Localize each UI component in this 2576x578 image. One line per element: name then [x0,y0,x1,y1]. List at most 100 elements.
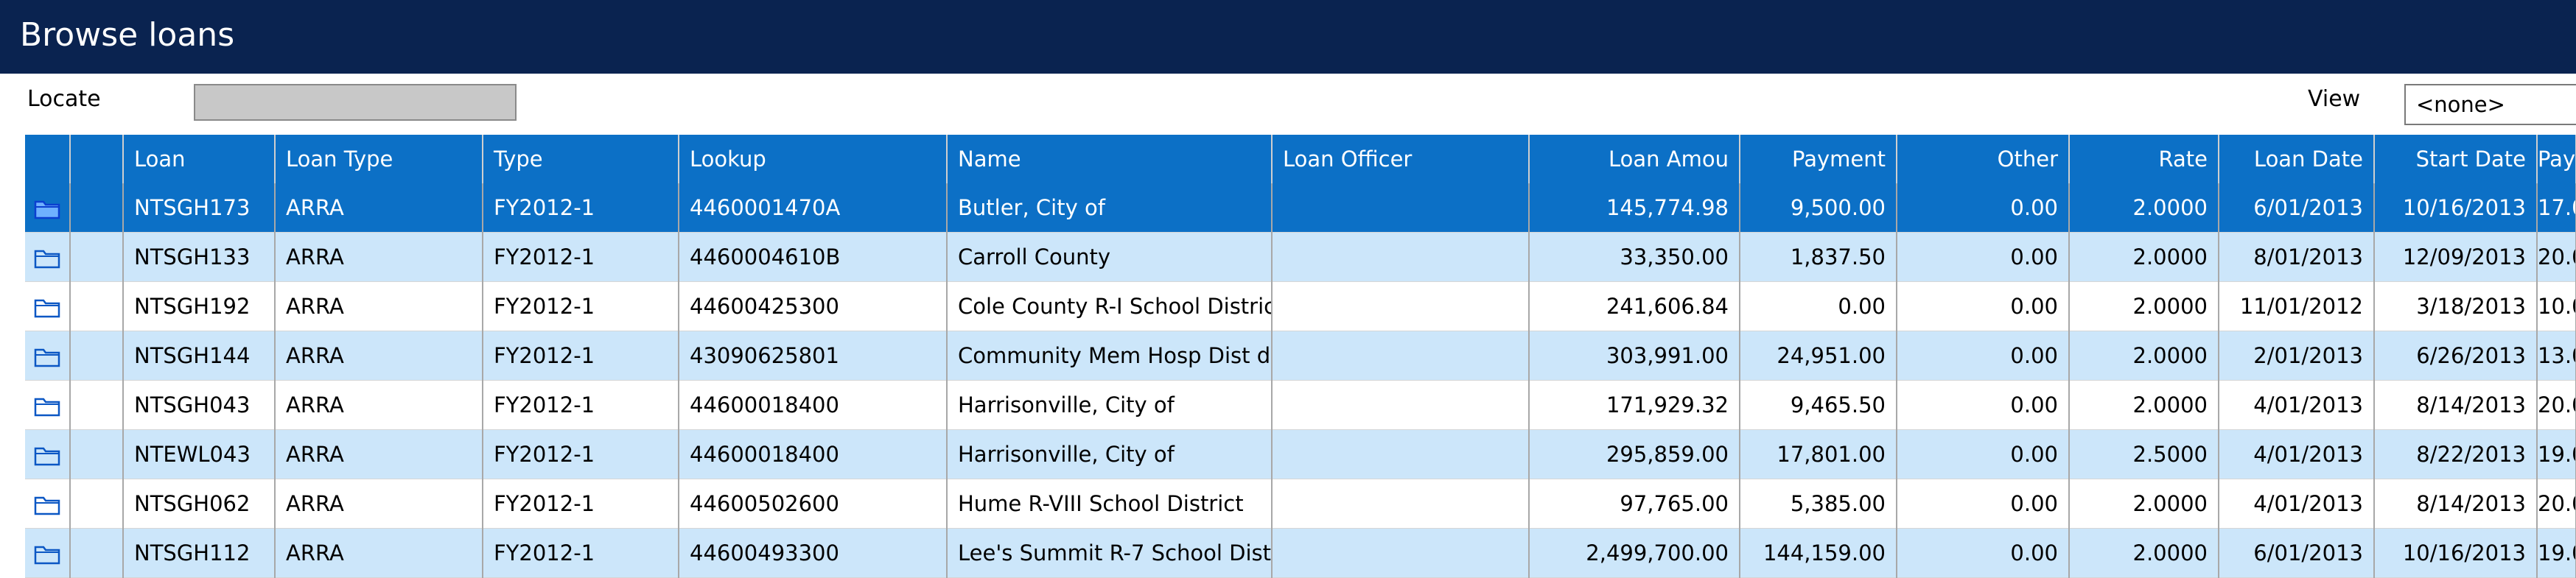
column-header-loan-date[interactable]: Loan Date [2219,135,2375,183]
table-row[interactable]: NTSGH144 ARRA FY2012-1 43090625801 Community… [25,331,2576,381]
payments-cell[interactable]: 20.00 [2537,479,2576,529]
loan-officer-cell[interactable] [1272,429,1530,479]
loan-officer-cell[interactable] [1272,528,1530,578]
loan-type-cell[interactable]: ARRA [275,281,483,331]
loan-date-cell[interactable]: 11/01/2012 [2219,281,2375,331]
table-row[interactable]: NTSGH043 ARRA FY2012-1 44600018400 Harrisonv… [25,380,2576,430]
column-header-payments[interactable]: Paymen [2537,135,2576,183]
payment-cell[interactable]: 9,500.00 [1740,183,1897,233]
type-cell[interactable]: FY2012-1 [483,331,679,381]
payments-cell[interactable]: 10.00 [2537,281,2576,331]
loan-cell[interactable]: NTSGH133 [123,232,276,282]
folder-icon[interactable] [34,544,60,565]
other-cell[interactable]: 0.00 [1897,281,2070,331]
payment-cell[interactable]: 0.00 [1740,281,1897,331]
loan-type-cell[interactable]: ARRA [275,429,483,479]
type-cell[interactable]: FY2012-1 [483,429,679,479]
other-cell[interactable]: 0.00 [1897,479,2070,529]
lookup-cell[interactable]: 4460001470A [679,183,948,233]
row-icon-cell[interactable] [25,380,71,430]
loan-type-cell[interactable]: ARRA [275,479,483,529]
column-header-name[interactable]: Name [947,135,1273,183]
lookup-cell[interactable]: 44600425300 [679,281,948,331]
start-date-cell[interactable]: 12/09/2013 [2374,232,2538,282]
row-selector-cell[interactable] [70,331,124,381]
loan-type-cell[interactable]: ARRA [275,528,483,578]
column-header-blank[interactable] [70,135,124,183]
loan-date-cell[interactable]: 6/01/2013 [2219,183,2375,233]
lookup-cell[interactable]: 44600493300 [679,528,948,578]
start-date-cell[interactable]: 10/16/2013 [2374,183,2538,233]
row-icon-cell[interactable] [25,479,71,529]
other-cell[interactable]: 0.00 [1897,528,2070,578]
loan-cell[interactable]: NTSGH192 [123,281,276,331]
name-cell[interactable]: Butler, City of [947,183,1273,233]
folder-icon[interactable] [34,495,60,515]
name-cell[interactable]: Harrisonville, City of [947,429,1273,479]
payments-cell[interactable]: 19.00 [2537,528,2576,578]
loan-amount-cell[interactable]: 171,929.32 [1529,380,1740,430]
start-date-cell[interactable]: 8/22/2013 [2374,429,2538,479]
loan-amount-cell[interactable]: 33,350.00 [1529,232,1740,282]
name-cell[interactable]: Lee's Summit R-7 School Distr [947,528,1273,578]
loan-date-cell[interactable]: 4/01/2013 [2219,380,2375,430]
folder-icon[interactable] [34,396,60,417]
column-header-other[interactable]: Other [1897,135,2070,183]
row-selector-cell[interactable] [70,380,124,430]
rate-cell[interactable]: 2.0000 [2069,281,2219,331]
loan-cell[interactable]: NTSGH062 [123,479,276,529]
other-cell[interactable]: 0.00 [1897,429,2070,479]
loan-cell[interactable]: NTSGH144 [123,331,276,381]
lookup-cell[interactable]: 44600018400 [679,429,948,479]
payment-cell[interactable]: 144,159.00 [1740,528,1897,578]
loan-date-cell[interactable]: 4/01/2013 [2219,479,2375,529]
loan-type-cell[interactable]: ARRA [275,183,483,233]
row-selector-cell[interactable] [70,429,124,479]
payments-cell[interactable]: 19.00 [2537,429,2576,479]
name-cell[interactable]: Hume R-VIII School District [947,479,1273,529]
payment-cell[interactable]: 9,465.50 [1740,380,1897,430]
rate-cell[interactable]: 2.0000 [2069,183,2219,233]
payments-cell[interactable]: 20.00 [2537,232,2576,282]
rate-cell[interactable]: 2.0000 [2069,232,2219,282]
loan-amount-cell[interactable]: 241,606.84 [1529,281,1740,331]
payments-cell[interactable]: 13.00 [2537,331,2576,381]
type-cell[interactable]: FY2012-1 [483,281,679,331]
other-cell[interactable]: 0.00 [1897,183,2070,233]
type-cell[interactable]: FY2012-1 [483,380,679,430]
type-cell[interactable]: FY2012-1 [483,183,679,233]
lookup-cell[interactable]: 44600502600 [679,479,948,529]
column-header-type[interactable]: Type [483,135,679,183]
column-header-rate[interactable]: Rate [2069,135,2219,183]
row-icon-cell[interactable] [25,183,71,233]
other-cell[interactable]: 0.00 [1897,380,2070,430]
loan-type-cell[interactable]: ARRA [275,232,483,282]
name-cell[interactable]: Cole County R-I School Distric [947,281,1273,331]
loan-officer-cell[interactable] [1272,183,1530,233]
row-icon-cell[interactable] [25,281,71,331]
start-date-cell[interactable]: 6/26/2013 [2374,331,2538,381]
row-selector-cell[interactable] [70,281,124,331]
table-row[interactable]: NTSGH133 ARRA FY2012-1 4460004610B Carroll C… [25,232,2576,282]
rate-cell[interactable]: 2.0000 [2069,331,2219,381]
column-header-start-date[interactable]: Start Date [2374,135,2538,183]
locate-input[interactable] [194,84,517,121]
payments-cell[interactable]: 20.00 [2537,380,2576,430]
loan-date-cell[interactable]: 4/01/2013 [2219,429,2375,479]
table-row[interactable]: NTSGH173 ARRA FY2012-1 4460001470A Butler, C… [25,183,2576,233]
type-cell[interactable]: FY2012-1 [483,479,679,529]
column-header-loan[interactable]: Loan [123,135,276,183]
row-selector-cell[interactable] [70,479,124,529]
payment-cell[interactable]: 17,801.00 [1740,429,1897,479]
loan-amount-cell[interactable]: 97,765.00 [1529,479,1740,529]
column-header-loan-type[interactable]: Loan Type [275,135,483,183]
loan-cell[interactable]: NTSGH173 [123,183,276,233]
loan-date-cell[interactable]: 2/01/2013 [2219,331,2375,381]
rate-cell[interactable]: 2.0000 [2069,479,2219,529]
name-cell[interactable]: Community Mem Hosp Dist d [947,331,1273,381]
column-header-lookup[interactable]: Lookup [679,135,948,183]
loan-officer-cell[interactable] [1272,479,1530,529]
start-date-cell[interactable]: 8/14/2013 [2374,479,2538,529]
folder-icon[interactable] [34,248,60,269]
loan-cell[interactable]: NTEWL043 [123,429,276,479]
